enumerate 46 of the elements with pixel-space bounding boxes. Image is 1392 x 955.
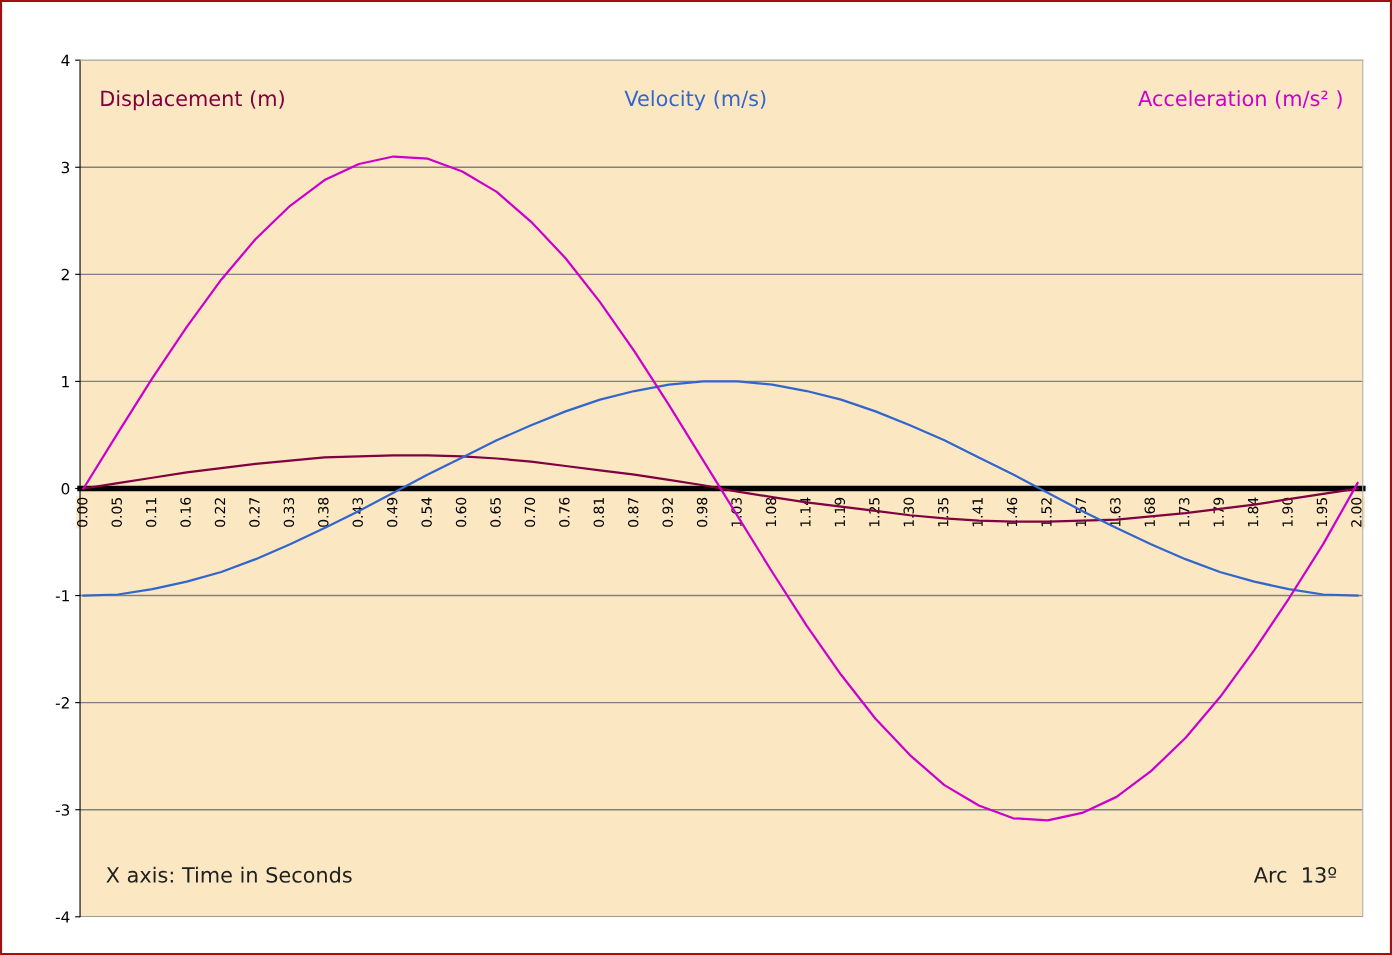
text: Acceleration (m/s² ) [1138, 90, 1342, 109]
x-tick-label: 1.08 [765, 497, 777, 527]
y-tick-label: 1 [62, 376, 69, 388]
x-tick-label: 0.81 [593, 498, 605, 527]
y-tick-label: -1 [55, 590, 69, 602]
x-tick-label: 0.11 [145, 498, 157, 527]
x-tick-label: 2.00 [1351, 497, 1362, 527]
x-tick-label: 0.87 [627, 498, 639, 527]
x-tick-label: 1.95 [1316, 498, 1328, 527]
x-tick-label: 1.46 [1006, 497, 1018, 527]
x-tick-label: 0.70 [524, 497, 536, 527]
x-tick-label: 0.92 [662, 498, 673, 527]
x-tick-label: 1.73 [1178, 497, 1190, 527]
x-tick-label: 0.05 [111, 498, 122, 527]
x-tick-label: 1.63 [1110, 497, 1121, 527]
x-tick-label: 0.65 [490, 498, 501, 527]
y-tick-label: -3 [55, 804, 70, 816]
x-tick-label: 1.84 [1247, 497, 1259, 527]
y-tick-label: 0 [61, 482, 70, 495]
x-tick-label: 0.98 [696, 497, 708, 527]
x-tick-label: 1.68 [1144, 497, 1156, 527]
x-tick-label: 1.41 [972, 498, 983, 527]
x-tick-label: 1.30 [903, 497, 914, 527]
x-tick-label: 0.49 [386, 497, 398, 527]
x-tick-label: 0.33 [283, 497, 295, 527]
annotation: X axis: Time in Seconds [106, 866, 352, 883]
y-tick-label: 3 [61, 161, 70, 174]
x-tick-label: 0.76 [559, 497, 570, 527]
x-tick-label: 0.27 [249, 498, 260, 527]
x-tick-label: 1.35 [937, 498, 949, 527]
x-tick-label: 0.54 [421, 497, 432, 527]
y-tick-label: -4 [55, 911, 70, 923]
y-tick-label: -2 [55, 697, 69, 709]
x-tick-label: 1.19 [834, 497, 846, 527]
x-tick-label: 0.38 [318, 497, 329, 527]
x-tick-label: 0.43 [352, 497, 363, 527]
x-tick-label: 1.52 [1041, 498, 1052, 527]
text: Velocity (m/s) [624, 90, 766, 111]
x-tick-label: 0.00 [77, 497, 88, 527]
y-tick-label: 2 [61, 268, 69, 281]
annotation: Arc 13º [1253, 867, 1337, 883]
text: Displacement (m) [101, 90, 284, 111]
x-tick-label: 0.60 [455, 497, 467, 527]
x-tick-label: 0.22 [214, 498, 226, 527]
y-tick-label: 4 [61, 54, 70, 66]
x-tick-label: 0.16 [180, 497, 191, 527]
